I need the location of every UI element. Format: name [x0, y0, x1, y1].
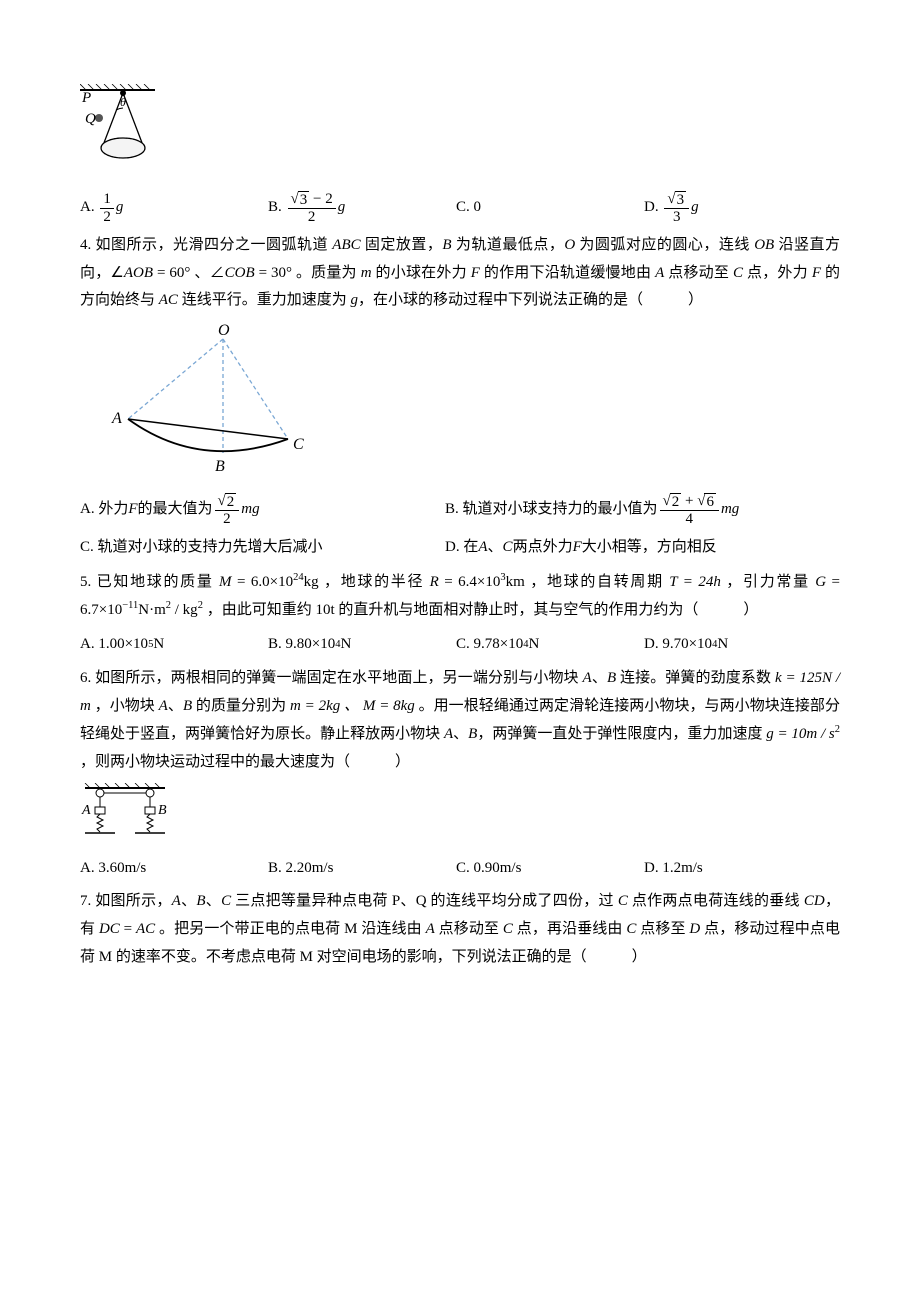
- q5-options: A. 1.00×105 N B. 9.80×104 N C. 9.78×104 …: [80, 631, 840, 659]
- q3-opt-b: B. 3 − 22 g: [268, 191, 456, 226]
- label: D.: [644, 194, 659, 222]
- svg-text:θ: θ: [120, 95, 126, 109]
- svg-text:A: A: [81, 803, 91, 818]
- q4-options-cd: C. 轨道对小球的支持力先增大后减小 D. 在 A、C 两点外力 F 大小相等，…: [80, 534, 840, 562]
- q3-opt-d: D. 33 g: [644, 191, 832, 226]
- q7-stem: 7. 如图所示，A、B、C 三点把等量异种点电荷 P、Q 的连线平均分成了四份，…: [80, 888, 840, 971]
- q5-stem: 5. 已知地球的质量 M = 6.0×1024kg ，地球的半径 R = 6.4…: [80, 568, 840, 626]
- q6-opt-b: B. 2.20m/s: [268, 855, 456, 883]
- q4-figure: O A B C: [110, 321, 840, 487]
- q3-opt-a: A. 12 g: [80, 191, 268, 226]
- q6-options: A. 3.60m/s B. 2.20m/s C. 0.90m/s D. 1.2m…: [80, 855, 840, 883]
- q4-opt-b: B. 轨道对小球支持力的最小值为 2 + 64 mg: [445, 493, 810, 528]
- label: B.: [268, 194, 282, 222]
- q4-opt-c: C. 轨道对小球的支持力先增大后减小: [80, 534, 445, 562]
- q4-stem: 4. 如图所示，光滑四分之一圆弧轨道 ABC 固定放置，B 为轨道最低点，O 为…: [80, 232, 840, 315]
- q4-options-ab: A. 外力 F 的最大值为 22 mg B. 轨道对小球支持力的最小值为 2 +…: [80, 493, 840, 528]
- q5-opt-d: D. 9.70×104 N: [644, 631, 832, 659]
- q5-opt-b: B. 9.80×104 N: [268, 631, 456, 659]
- label: A.: [80, 194, 95, 222]
- svg-text:O: O: [218, 322, 230, 339]
- q3-options: A. 12 g B. 3 − 22 g C. 0 D. 33 g: [80, 191, 840, 226]
- svg-text:C: C: [293, 436, 304, 453]
- q6-stem: 6. 如图所示，两根相同的弹簧一端固定在水平地面上，另一端分别与小物块 A、B …: [80, 665, 840, 777]
- q6-opt-c: C. 0.90m/s: [456, 855, 644, 883]
- label: C.: [456, 194, 470, 222]
- q3-opt-c: C. 0: [456, 191, 644, 226]
- q3-figure: P θ Q: [80, 84, 840, 185]
- q6-opt-a: A. 3.60m/s: [80, 855, 268, 883]
- q6-opt-d: D. 1.2m/s: [644, 855, 832, 883]
- svg-text:B: B: [215, 458, 225, 475]
- q4-opt-d: D. 在 A、C 两点外力 F 大小相等，方向相反: [445, 534, 810, 562]
- svg-text:B: B: [158, 803, 167, 818]
- q6-figure: A B: [80, 783, 840, 849]
- svg-text:A: A: [111, 410, 122, 427]
- svg-text:P: P: [81, 90, 91, 106]
- q5-opt-c: C. 9.78×104 N: [456, 631, 644, 659]
- svg-text:Q: Q: [85, 111, 96, 127]
- q5-opt-a: A. 1.00×105 N: [80, 631, 268, 659]
- q4-opt-a: A. 外力 F 的最大值为 22 mg: [80, 493, 445, 528]
